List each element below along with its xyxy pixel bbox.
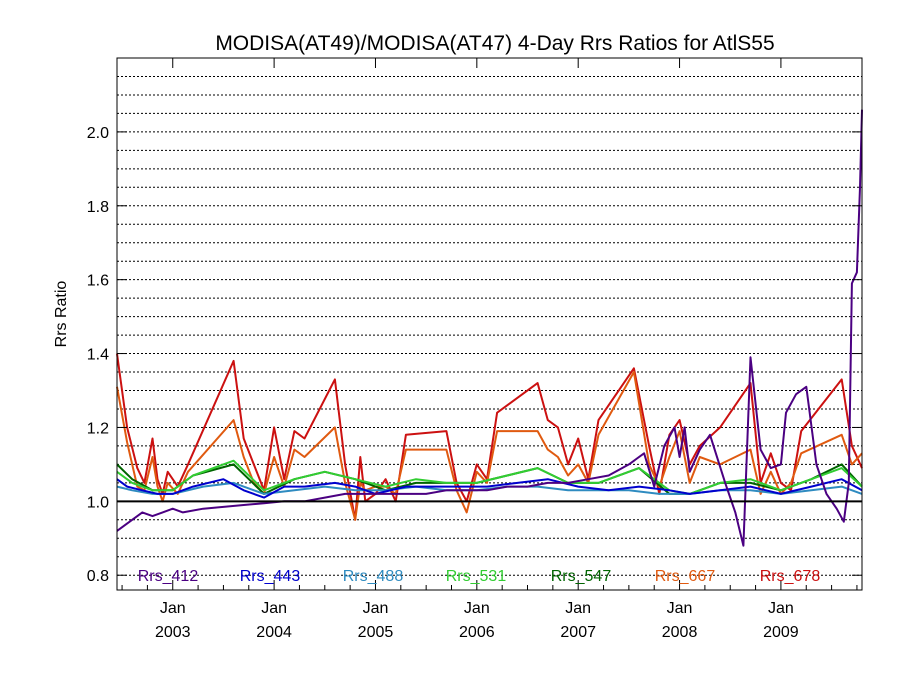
series-lines <box>116 109 863 547</box>
x-axis-ticks: Jan 2003 Jan 2004 Jan 2005 Jan 2006 Jan 2007 Jan 20… <box>121 58 858 641</box>
legend-item-rrs-667: Rrs_667 <box>655 568 716 585</box>
x-tick-month-label: Jan <box>565 600 591 617</box>
legend-item-rrs-547: Rrs_547 <box>551 568 612 585</box>
series-line-rrs-412 <box>116 109 863 547</box>
y-axis-label: Rrs Ratio <box>53 281 70 348</box>
y-tick-label: 0.8 <box>87 568 109 585</box>
x-tick-month-label: Jan <box>160 600 186 617</box>
y-tick-label: 1.8 <box>87 199 109 216</box>
x-tick-month-label: Jan <box>261 600 287 617</box>
y-tick-label: 2.0 <box>87 125 109 142</box>
grid-lines <box>117 57 862 576</box>
legend-item-rrs-678: Rrs_678 <box>760 568 821 585</box>
y-tick-label: 1.0 <box>87 494 109 511</box>
x-tick-month-label: Jan <box>464 600 490 617</box>
plot-frame <box>116 57 863 591</box>
x-tick-month-label: Jan <box>768 600 794 617</box>
y-tick-label: 1.6 <box>87 273 109 290</box>
chart-title: MODISA(AT49)/MODISA(AT47) 4-Day Rrs Rati… <box>215 32 774 55</box>
y-tick-label: 1.2 <box>87 420 109 437</box>
y-axis-ticks: 0.8 1.0 1.2 1.4 1.6 1.8 2.0 <box>87 125 862 585</box>
legend: Rrs_412 Rrs_443 Rrs_488 Rrs_531 Rrs_547 Rrs_6… <box>138 568 821 585</box>
x-tick-year-label: 2004 <box>256 624 292 641</box>
x-tick-year-label: 2005 <box>358 624 394 641</box>
series-line-rrs-443 <box>116 478 863 499</box>
x-tick-year-label: 2009 <box>763 624 799 641</box>
series-line-rrs-531 <box>116 459 863 495</box>
x-tick-year-label: 2008 <box>662 624 698 641</box>
x-tick-year-label: 2006 <box>459 624 495 641</box>
legend-item-rrs-531: Rrs_531 <box>446 568 507 585</box>
x-tick-year-label: 2003 <box>155 624 191 641</box>
series-line-rrs-488 <box>116 481 863 495</box>
legend-item-rrs-443: Rrs_443 <box>240 568 301 585</box>
x-tick-month-label: Jan <box>363 600 389 617</box>
legend-item-rrs-412: Rrs_412 <box>138 568 199 585</box>
y-tick-label: 1.4 <box>87 347 109 364</box>
legend-item-rrs-488: Rrs_488 <box>343 568 404 585</box>
x-tick-month-label: Jan <box>667 600 693 617</box>
x-tick-year-label: 2007 <box>560 624 596 641</box>
